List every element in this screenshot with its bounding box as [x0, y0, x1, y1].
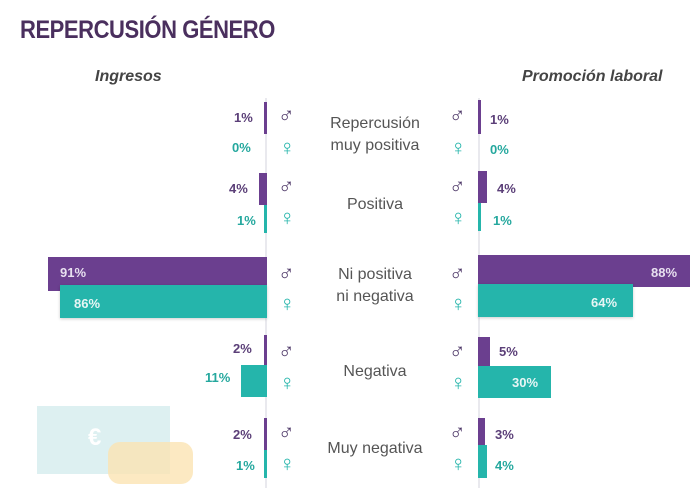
category-label-line1: Positiva	[346, 196, 404, 213]
bar-promocion-male	[478, 337, 490, 367]
female-icon: ♀	[450, 291, 467, 316]
value-promocion-male: 5%	[499, 344, 518, 359]
bar-ingresos-female	[264, 450, 267, 478]
male-icon: ♂	[449, 173, 466, 198]
value-ingresos-female: 11%	[205, 370, 231, 385]
bar-promocion-male	[478, 171, 487, 203]
bar-promocion-female	[478, 284, 633, 317]
value-promocion-female: 1%	[493, 213, 512, 228]
bar-promocion-female	[478, 445, 487, 478]
female-icon: ♀	[450, 135, 467, 160]
column-header-ingresos: Ingresos	[95, 68, 162, 85]
value-promocion-male: 1%	[490, 112, 509, 127]
value-ingresos-male: 2%	[233, 427, 252, 442]
female-icon: ♀	[450, 370, 467, 395]
value-promocion-female: 64%	[591, 295, 618, 310]
female-icon: ♀	[450, 451, 467, 476]
male-icon: ♂	[278, 419, 295, 444]
value-ingresos-female: 1%	[237, 213, 256, 228]
female-icon: ♀	[279, 135, 296, 160]
bar-promocion-male	[478, 255, 690, 287]
male-icon: ♂	[278, 102, 295, 127]
value-promocion-female: 4%	[495, 458, 514, 473]
value-ingresos-male: 2%	[233, 341, 252, 356]
male-icon: ♂	[449, 338, 466, 363]
category-label: Repercusión muy positiva	[300, 113, 450, 157]
female-icon: ♀	[279, 370, 296, 395]
male-icon: ♂	[449, 419, 466, 444]
category-label: Positiva	[300, 194, 450, 216]
bar-promocion-male	[478, 418, 485, 450]
coins-illustration	[108, 442, 193, 484]
value-ingresos-male: 1%	[234, 110, 253, 125]
male-icon: ♂	[278, 260, 295, 285]
value-ingresos-male: 91%	[60, 265, 87, 280]
bar-ingresos-male	[264, 418, 267, 450]
category-label-line1: Muy negativa	[327, 440, 423, 457]
value-ingresos-female: 1%	[236, 458, 255, 473]
value-promocion-female: 30%	[512, 375, 539, 390]
bar-ingresos-male	[264, 102, 267, 134]
bar-promocion-female	[478, 366, 551, 398]
category-label-line1: Negativa	[343, 363, 407, 380]
category-label-line2: muy positiva	[330, 137, 420, 154]
male-icon: ♂	[278, 173, 295, 198]
bar-ingresos-female	[60, 285, 267, 318]
value-ingresos-male: 4%	[229, 181, 248, 196]
category-label-line1: Ni positiva	[338, 266, 412, 283]
male-icon: ♂	[449, 260, 466, 285]
value-promocion-male: 4%	[497, 181, 516, 196]
female-icon: ♀	[279, 451, 296, 476]
value-ingresos-female: 86%	[74, 296, 101, 311]
male-icon: ♂	[278, 338, 295, 363]
value-promocion-male: 3%	[495, 427, 514, 442]
euro-icon: €	[88, 424, 102, 451]
bar-ingresos-female	[241, 365, 267, 397]
category-label-line2: ni negativa	[336, 288, 414, 305]
female-icon: ♀	[450, 205, 467, 230]
value-promocion-male: 88%	[651, 265, 678, 280]
male-icon: ♂	[449, 102, 466, 127]
value-promocion-female: 0%	[490, 142, 509, 157]
category-label: Ni positiva ni negativa	[300, 264, 450, 308]
bar-ingresos-male	[264, 335, 267, 365]
bar-promocion-female	[478, 203, 481, 231]
female-icon: ♀	[279, 291, 296, 316]
category-label: Muy negativa	[300, 438, 450, 460]
category-label-line1: Repercusión	[330, 115, 420, 132]
bar-ingresos-female	[264, 205, 267, 233]
column-header-promocion: Promoción laboral	[522, 68, 663, 85]
female-icon: ♀	[279, 205, 296, 230]
category-label: Negativa	[300, 361, 450, 383]
value-ingresos-female: 0%	[232, 140, 251, 155]
bar-ingresos-male	[259, 173, 267, 205]
chart-title: REPERCUSIÓN GÉNERO	[20, 16, 275, 44]
bar-promocion-male	[478, 100, 481, 134]
